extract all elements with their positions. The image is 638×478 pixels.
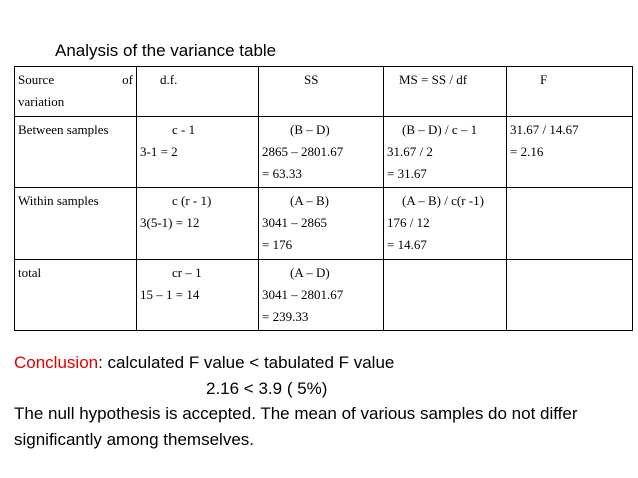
cell-text: variation <box>18 94 65 109</box>
cell-text: Between samples <box>18 122 109 137</box>
table-cell: total <box>14 259 137 331</box>
table-cell: Within samples <box>14 187 137 260</box>
cell-text: 3041 – 2801.67 <box>262 287 344 302</box>
table-cell: (A – B) / c(r -1) 176 / 12 = 14.67 <box>383 187 507 260</box>
cell-text: Source of <box>18 72 133 87</box>
cell-text: 31.67 / 2 <box>387 144 433 159</box>
cell-text: (A – B) / c(r -1) <box>402 193 484 208</box>
table-cell: (A – B) 3041 – 2865 = 176 <box>258 187 384 260</box>
table-cell: 31.67 / 14.67 = 2.16 <box>506 116 633 188</box>
header-cell: Source of variation <box>14 66 137 117</box>
cell-text: 2865 – 2801.67 <box>262 144 344 159</box>
header-cell: SS <box>258 66 384 117</box>
table-cell <box>506 187 633 260</box>
table-cell <box>383 259 507 331</box>
table-cell: (B – D) 2865 – 2801.67 = 63.33 <box>258 116 384 188</box>
cell-text: c - 1 <box>172 122 196 137</box>
slide-title: Analysis of the variance table <box>55 41 277 60</box>
cell-text: 176 / 12 <box>387 215 430 230</box>
table-row: total cr – 1 15 – 1 = 14 (A – D) 3041 – 2801… <box>14 259 633 331</box>
table-row: Within samples c (r - 1) 3(5-1) = 12 (A – B… <box>14 187 633 260</box>
cell-text: F <box>540 72 548 87</box>
cell-text: 3(5-1) = 12 <box>140 215 200 230</box>
header-cell: MS = SS / df <box>383 66 507 117</box>
conclusion-label: Conclusion <box>14 353 99 372</box>
cell-text: MS = SS / df <box>399 72 468 87</box>
cell-text: = 14.67 <box>387 237 427 252</box>
cell-text: = 31.67 <box>387 166 427 181</box>
cell-text: (A – B) <box>290 193 329 208</box>
comparison: 2.16 < 3.9 ( 5%) <box>206 378 328 398</box>
header-cell: d.f. <box>136 66 259 117</box>
table-cell: c - 1 3-1 = 2 <box>136 116 259 188</box>
cell-text: 3-1 = 2 <box>140 144 178 159</box>
header-cell: F <box>506 66 633 117</box>
cell-text: = 2.16 <box>510 144 544 159</box>
cell-text: 15 – 1 = 14 <box>140 287 200 302</box>
statement: The null hypothesis is accepted. The mea… <box>14 404 578 449</box>
table-row: Between samples c - 1 3-1 = 2 (B – D) 2865 –… <box>14 116 633 188</box>
table-cell: Between samples <box>14 116 137 188</box>
cell-text: total <box>18 265 42 280</box>
table-cell <box>506 259 633 331</box>
cell-text: SS <box>304 72 319 87</box>
cell-text: 31.67 / 14.67 <box>510 122 579 137</box>
cell-text: (B – D) / c – 1 <box>402 122 478 137</box>
cell-text: (B – D) <box>290 122 330 137</box>
table-cell: (B – D) / c – 1 31.67 / 2 = 31.67 <box>383 116 507 188</box>
cell-text: Within samples <box>18 193 99 208</box>
conclusion: Conclusion: calculated F value < tabulat… <box>14 350 624 452</box>
cell-text: c (r - 1) <box>172 193 212 208</box>
header-row: Source of variation d.f. SS MS = SS / df F <box>14 66 633 117</box>
anova-table: Source of variation d.f. SS MS = SS / df F Bet… <box>14 66 633 331</box>
cell-text: = 176 <box>262 237 293 252</box>
cell-text: cr – 1 <box>172 265 202 280</box>
cell-text: = 63.33 <box>262 166 302 181</box>
cell-text: = 239.33 <box>262 309 309 324</box>
cell-text: (A – D) <box>290 265 330 280</box>
table-cell: (A – D) 3041 – 2801.67 = 239.33 <box>258 259 384 331</box>
conclusion-text: : calculated F value < tabulated F value <box>98 353 395 372</box>
table-cell: c (r - 1) 3(5-1) = 12 <box>136 187 259 260</box>
cell-text: 3041 – 2865 <box>262 215 327 230</box>
table-cell: cr – 1 15 – 1 = 14 <box>136 259 259 331</box>
conclusion-line: Conclusion: calculated F value < tabulat… <box>14 350 624 376</box>
cell-text: d.f. <box>160 72 178 87</box>
